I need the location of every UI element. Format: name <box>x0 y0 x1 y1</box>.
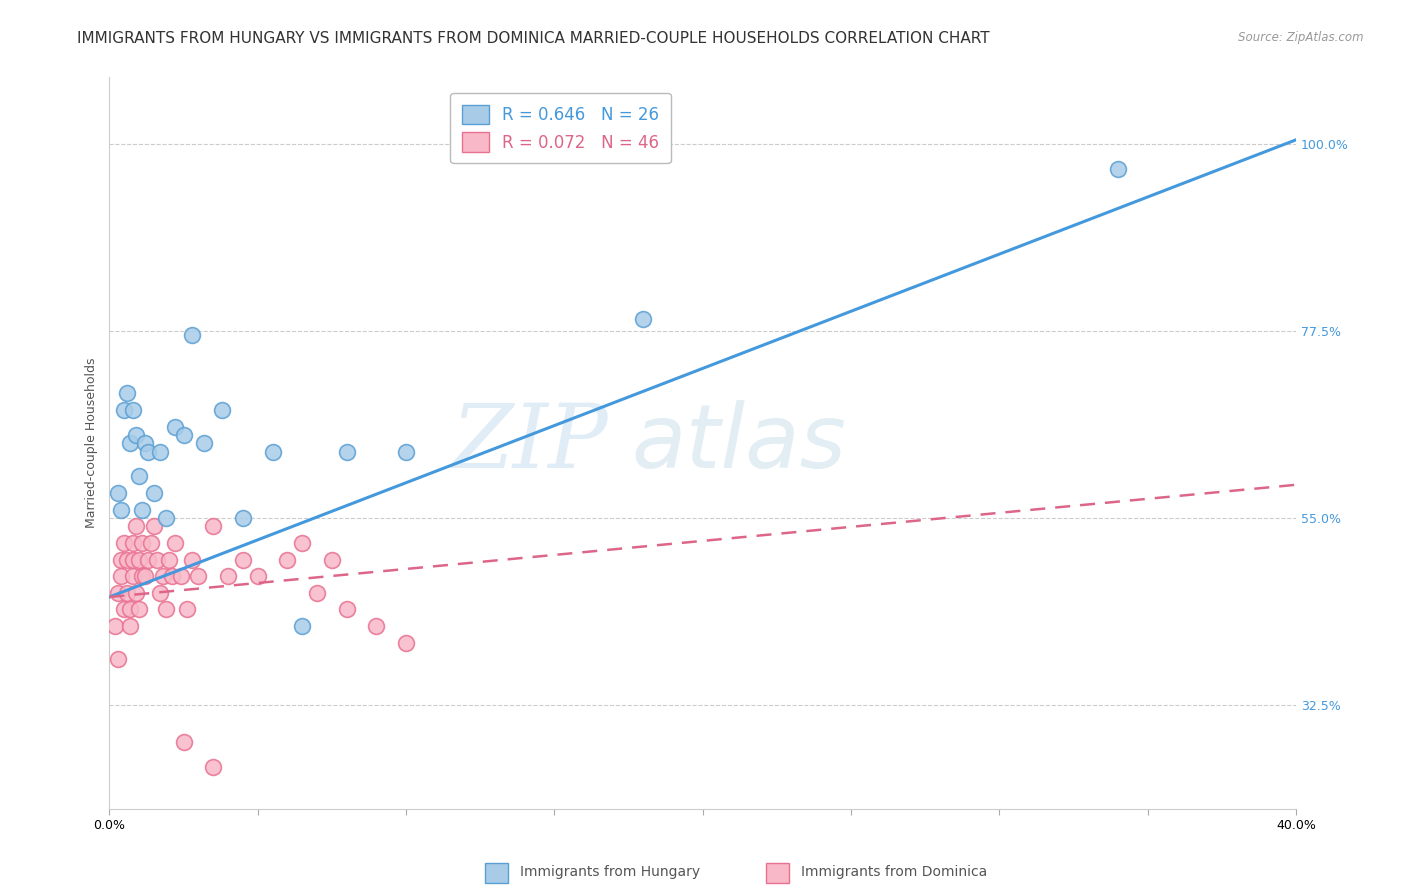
Y-axis label: Married-couple Households: Married-couple Households <box>86 358 98 528</box>
Point <box>291 536 314 550</box>
Point <box>1107 161 1129 176</box>
Text: Source: ZipAtlas.com: Source: ZipAtlas.com <box>1239 31 1364 45</box>
Point <box>173 735 195 749</box>
Point <box>152 569 174 583</box>
Point <box>110 569 132 583</box>
Point <box>136 444 159 458</box>
Point <box>120 619 142 633</box>
Legend: R = 0.646   N = 26, R = 0.072   N = 46: R = 0.646 N = 26, R = 0.072 N = 46 <box>450 93 671 163</box>
Point <box>232 552 254 566</box>
Text: IMMIGRANTS FROM HUNGARY VS IMMIGRANTS FROM DOMINICA MARRIED-COUPLE HOUSEHOLDS CO: IMMIGRANTS FROM HUNGARY VS IMMIGRANTS FR… <box>77 31 990 46</box>
Point <box>115 552 138 566</box>
Point <box>115 586 138 600</box>
Point <box>395 636 418 650</box>
Point <box>146 552 169 566</box>
Point <box>163 419 186 434</box>
Point <box>134 569 156 583</box>
Point <box>149 586 172 600</box>
Text: Immigrants from Hungary: Immigrants from Hungary <box>520 865 700 880</box>
Point <box>122 403 145 417</box>
Point <box>155 602 177 616</box>
Point <box>128 469 150 483</box>
Point <box>276 552 298 566</box>
Point <box>173 428 195 442</box>
Point <box>246 569 269 583</box>
Point <box>131 536 153 550</box>
Text: atlas: atlas <box>631 401 846 486</box>
Point <box>181 328 204 343</box>
Point <box>336 444 359 458</box>
Point <box>104 619 127 633</box>
Point <box>110 552 132 566</box>
Point <box>125 519 148 533</box>
Point <box>120 436 142 450</box>
Point <box>142 519 165 533</box>
Point <box>149 444 172 458</box>
Point <box>395 444 418 458</box>
Point <box>112 403 135 417</box>
Point <box>120 602 142 616</box>
Point <box>211 403 233 417</box>
Point <box>155 511 177 525</box>
Point <box>107 486 129 500</box>
Point <box>160 569 183 583</box>
Point <box>112 536 135 550</box>
Point <box>291 619 314 633</box>
Point <box>125 586 148 600</box>
Point <box>157 552 180 566</box>
Point <box>131 569 153 583</box>
Point <box>202 519 225 533</box>
Point <box>125 428 148 442</box>
Point <box>633 311 655 326</box>
Point <box>321 552 343 566</box>
Point <box>181 552 204 566</box>
Point <box>232 511 254 525</box>
Point <box>336 602 359 616</box>
Point <box>217 569 239 583</box>
Point <box>307 586 329 600</box>
Point <box>366 619 388 633</box>
Text: ZIP: ZIP <box>451 400 607 487</box>
Point <box>107 586 129 600</box>
Point <box>193 436 215 450</box>
Point <box>107 652 129 666</box>
Point <box>131 502 153 516</box>
Point <box>122 552 145 566</box>
Point <box>128 602 150 616</box>
Point <box>163 536 186 550</box>
Point <box>169 569 191 583</box>
Text: Immigrants from Dominica: Immigrants from Dominica <box>801 865 987 880</box>
Point <box>187 569 209 583</box>
Point <box>136 552 159 566</box>
Point <box>134 436 156 450</box>
Point <box>176 602 198 616</box>
Point <box>112 602 135 616</box>
Point <box>139 536 162 550</box>
Point <box>122 569 145 583</box>
Point <box>142 486 165 500</box>
Point <box>202 760 225 774</box>
Point <box>115 386 138 401</box>
Point <box>262 444 284 458</box>
Point <box>110 502 132 516</box>
Point <box>128 552 150 566</box>
Point <box>122 536 145 550</box>
